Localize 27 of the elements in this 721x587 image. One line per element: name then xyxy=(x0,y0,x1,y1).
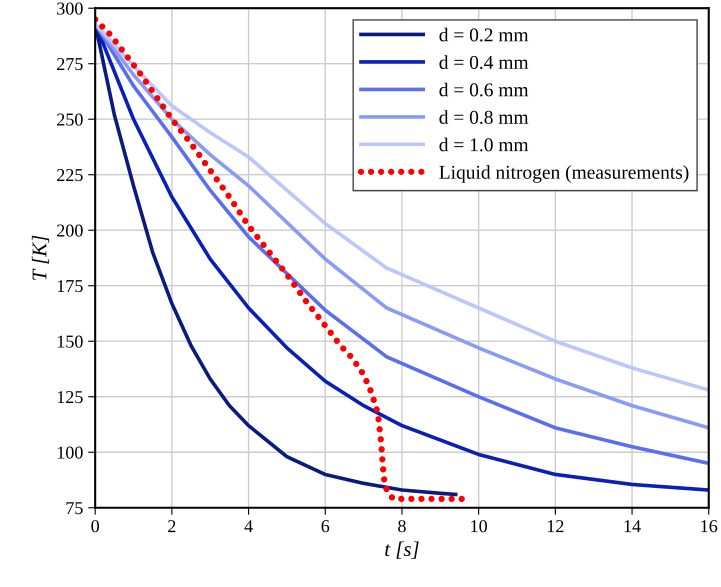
y-axis-title: T [K] xyxy=(32,236,50,280)
y-tick-label: 175 xyxy=(58,280,83,292)
legend-label: Liquid nitrogen (measurements) xyxy=(439,165,688,183)
x-tick-label: 0 xyxy=(91,520,99,532)
x-tick-label: 2 xyxy=(168,520,176,532)
x-tick-label: 14 xyxy=(624,520,641,532)
y-tick-label: 200 xyxy=(57,224,83,237)
legend-label: d = 0.8 mm xyxy=(439,110,528,124)
x-tick-label: 4 xyxy=(244,520,253,532)
y-tick-label: 150 xyxy=(58,336,83,348)
y-tick-label: 225 xyxy=(57,169,83,182)
x-tick-label: 6 xyxy=(322,520,330,532)
y-tick-label: 275 xyxy=(57,58,83,70)
y-tick-label: 100 xyxy=(58,446,83,459)
y-tick-label: 75 xyxy=(66,502,83,514)
legend-label: d = 0.4 mm xyxy=(439,55,528,70)
x-tick-label: 16 xyxy=(701,520,718,532)
y-tick-label: 300 xyxy=(57,2,83,15)
x-tick-label: 10 xyxy=(471,520,487,532)
legend-label: d = 0.6 mm xyxy=(439,82,528,96)
x-axis-title: t [s] xyxy=(385,541,419,559)
y-tick-label: 250 xyxy=(57,113,83,126)
legend-label: d = 1.0 mm xyxy=(439,138,528,152)
x-tick-label: 12 xyxy=(548,520,564,532)
y-tick-label: 125 xyxy=(58,391,83,404)
x-tick-label: 8 xyxy=(398,520,406,532)
legend-label: d = 0.2 mm xyxy=(439,28,528,42)
